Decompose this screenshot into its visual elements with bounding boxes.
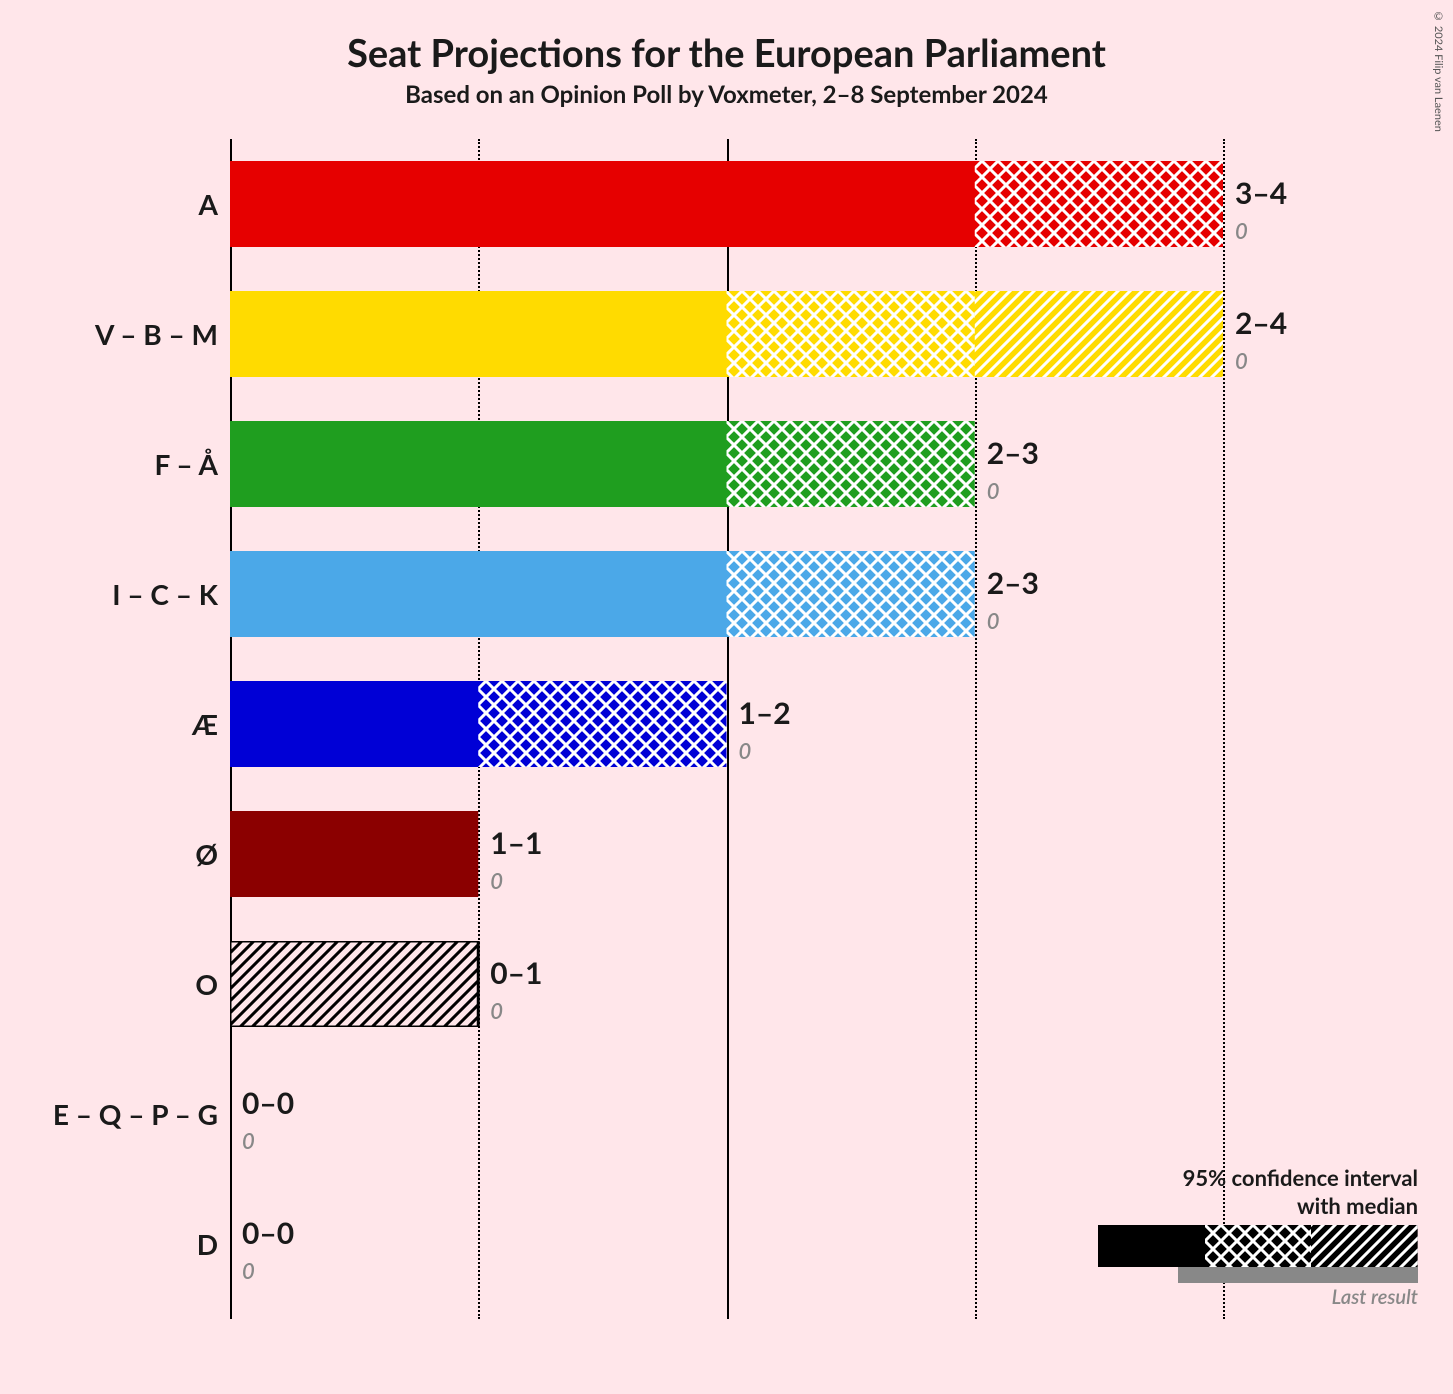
- party-label: D: [197, 1227, 230, 1261]
- party-row: O0–10: [230, 919, 1223, 1049]
- seat-range-label: 0–0: [230, 1215, 294, 1251]
- seat-range-label: 3–4: [1223, 175, 1287, 211]
- seat-range-label: 1–2: [727, 695, 791, 731]
- legend-diag-segment: [1311, 1225, 1418, 1267]
- party-row: Ø1–10: [230, 789, 1223, 919]
- legend-cross-segment: [1205, 1225, 1312, 1267]
- previous-result-label: 0: [1223, 347, 1248, 374]
- seat-range-label: 1–1: [478, 825, 542, 861]
- previous-result-label: 0: [230, 1127, 255, 1154]
- chart-area: A3–40V – B – M2–40F – Å2–30I – C – K2–30…: [230, 139, 1223, 1319]
- party-label: V – B – M: [95, 317, 230, 351]
- party-row: I – C – K2–30: [230, 529, 1223, 659]
- previous-result-label: 0: [975, 607, 1000, 634]
- party-row: E – Q – P – G0–00: [230, 1049, 1223, 1179]
- legend-solid-segment: [1098, 1225, 1205, 1267]
- legend-prev-bar: [1178, 1267, 1418, 1283]
- party-row: A3–40: [230, 139, 1223, 269]
- party-label: I – C – K: [112, 577, 230, 611]
- party-row: Æ1–20: [230, 659, 1223, 789]
- previous-result-label: 0: [478, 997, 503, 1024]
- party-label: Ø: [195, 837, 230, 871]
- legend-line2: with median: [1297, 1192, 1418, 1219]
- bar: [230, 941, 1223, 1027]
- chart-subtitle: Based on an Opinion Poll by Voxmeter, 2–…: [30, 80, 1423, 109]
- bar: [230, 161, 1223, 247]
- party-label: A: [199, 187, 230, 221]
- party-row: V – B – M2–40: [230, 269, 1223, 399]
- previous-result-label: 0: [1223, 217, 1248, 244]
- legend-bar: [1098, 1225, 1418, 1267]
- chart-container: A3–40V – B – M2–40F – Å2–30I – C – K2–30…: [230, 139, 1223, 1319]
- copyright-text: © 2024 Filip van Laenen: [1432, 10, 1445, 132]
- seat-range-label: 2–4: [1223, 305, 1287, 341]
- bar: [230, 421, 1223, 507]
- seat-range-label: 0–0: [230, 1085, 294, 1121]
- party-label: O: [195, 967, 230, 1001]
- bar: [230, 551, 1223, 637]
- previous-result-label: 0: [230, 1257, 255, 1284]
- party-label: E – Q – P – G: [53, 1097, 230, 1131]
- party-row: D0–00: [230, 1179, 1223, 1309]
- party-label: Æ: [192, 707, 230, 741]
- previous-result-label: 0: [727, 737, 752, 764]
- previous-result-label: 0: [975, 477, 1000, 504]
- bar: [230, 811, 1223, 897]
- legend: 95% confidence interval with median Last…: [1098, 1164, 1418, 1309]
- seat-range-label: 0–1: [478, 955, 542, 991]
- previous-result-label: 0: [478, 867, 503, 894]
- chart-title: Seat Projections for the European Parlia…: [30, 30, 1423, 76]
- party-label: F – Å: [154, 447, 230, 481]
- seat-range-label: 2–3: [975, 435, 1039, 471]
- legend-prev-label: Last result: [1098, 1285, 1418, 1309]
- seat-range-label: 2–3: [975, 565, 1039, 601]
- bar: [230, 291, 1223, 377]
- legend-title: 95% confidence interval with median: [1098, 1164, 1418, 1219]
- legend-line1: 95% confidence interval: [1183, 1164, 1418, 1191]
- party-row: F – Å2–30: [230, 399, 1223, 529]
